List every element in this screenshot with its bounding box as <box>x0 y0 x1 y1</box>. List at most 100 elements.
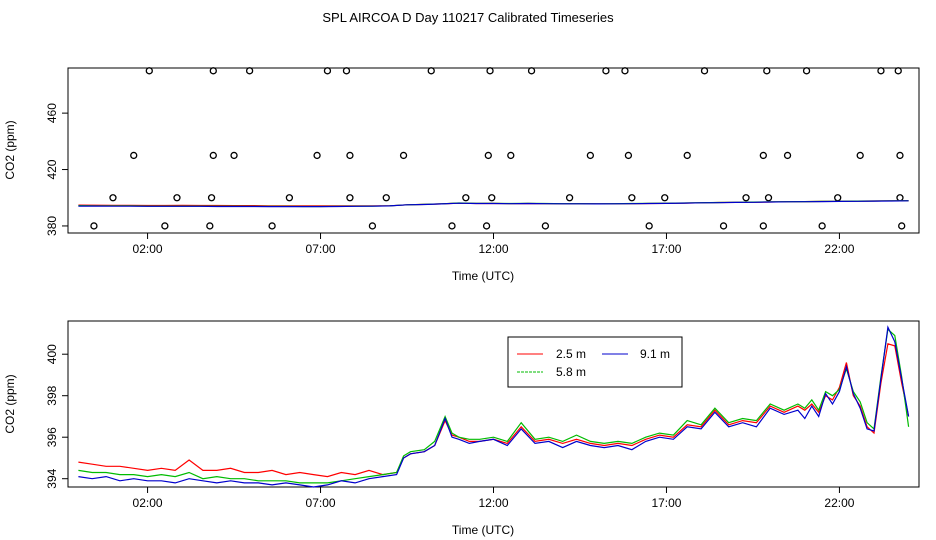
scatter-point <box>245 67 254 75</box>
bottom-panel: 02:00 07:00 12:00 17:00 22:00 394 396 398 400 T… <box>3 320 920 537</box>
scatter-point <box>427 67 435 75</box>
bottom-x-axis-label: Time (UTC) <box>452 523 514 537</box>
scatter-point <box>486 67 494 75</box>
scatter-point <box>285 194 294 202</box>
scatter-point <box>783 151 792 160</box>
scatter-point <box>621 67 629 75</box>
y-tick-label: 394 <box>45 468 59 488</box>
scatter-point <box>683 151 691 160</box>
scatter-point <box>628 194 636 202</box>
scatter-point <box>507 151 515 160</box>
top-panel: 02:00 07:00 12:00 17:00 22:00 380 420 460 Time… <box>3 67 920 283</box>
scatter-point <box>399 151 408 160</box>
x-tick-label: 02:00 <box>133 242 163 256</box>
scatter-point <box>230 151 238 160</box>
legend-label-9-1m: 9.1 m <box>640 347 670 361</box>
figure-title: SPL AIRCOA D Day 110217 Calibrated Times… <box>322 10 614 25</box>
scatter-point <box>313 151 321 160</box>
top-y-axis-label: CO2 (ppm) <box>3 120 17 179</box>
scatter-point <box>346 194 354 202</box>
scatter-point <box>894 67 902 75</box>
scatter-point <box>462 194 470 202</box>
scatter-point <box>764 194 773 202</box>
scatter-point <box>896 194 904 202</box>
top-series-lines <box>78 200 909 208</box>
y-tick-label: 400 <box>45 344 59 364</box>
scatter-point <box>268 222 276 230</box>
bottom-y-axis: 394 396 398 400 <box>45 344 68 489</box>
scatter-point <box>382 194 390 202</box>
scatter-point <box>161 222 169 230</box>
scatter-point <box>818 222 826 230</box>
y-tick-label: 398 <box>45 385 59 405</box>
scatter-point <box>586 151 595 160</box>
legend-box <box>507 336 683 388</box>
y-tick-label: 420 <box>45 159 59 179</box>
x-tick-label: 22:00 <box>824 242 854 256</box>
top-x-axis: 02:00 07:00 12:00 17:00 22:00 <box>133 233 855 256</box>
scatter-point <box>342 67 351 75</box>
scatter-point <box>109 194 117 202</box>
scatter-point <box>484 151 492 160</box>
x-tick-label: 17:00 <box>651 496 681 510</box>
scatter-point <box>527 67 536 75</box>
x-tick-label: 12:00 <box>478 242 508 256</box>
bottom-x-axis: 02:00 07:00 12:00 17:00 22:00 <box>133 487 855 510</box>
scatter-point <box>209 67 217 75</box>
x-tick-label: 12:00 <box>478 496 508 510</box>
bottom-y-axis-label: CO2 (ppm) <box>3 374 17 433</box>
scatter-point <box>700 67 709 75</box>
top-y-axis: 380 420 460 <box>45 103 68 236</box>
scatter-point <box>565 194 574 202</box>
scatter-point <box>719 222 728 230</box>
x-tick-label: 02:00 <box>133 496 163 510</box>
scatter-point <box>488 194 496 202</box>
scatter-point <box>206 222 214 230</box>
top-scatter-points <box>90 67 906 230</box>
scatter-point <box>541 222 550 230</box>
scatter-point <box>624 151 633 160</box>
scatter-point <box>896 151 904 160</box>
bottom-series-lines <box>78 325 910 488</box>
bottom-plot-frame <box>67 320 920 488</box>
scatter-point <box>877 67 885 75</box>
series-line-9-1-m <box>78 200 909 208</box>
x-tick-label: 07:00 <box>306 496 336 510</box>
scatter-point <box>90 222 98 230</box>
scatter-point <box>661 194 669 202</box>
scatter-point <box>834 194 842 202</box>
scatter-point <box>448 222 456 230</box>
scatter-point <box>482 222 491 230</box>
scatter-point <box>742 194 750 202</box>
top-plot-frame <box>67 67 920 234</box>
scatter-point <box>602 67 610 75</box>
y-tick-label: 460 <box>45 103 59 123</box>
series-line-5-8-m <box>78 328 910 484</box>
y-tick-label: 380 <box>45 216 59 236</box>
x-tick-label: 07:00 <box>306 242 336 256</box>
scatter-point <box>209 151 217 160</box>
scatter-point <box>173 194 181 202</box>
scatter-point <box>145 67 153 75</box>
scatter-point <box>207 194 216 202</box>
legend-label-5-8m: 5.8 m <box>556 365 586 379</box>
scatter-point <box>763 67 771 75</box>
legend: 2.5 m 9.1 m 5.8 m <box>507 336 683 388</box>
scatter-point <box>645 222 653 230</box>
y-tick-label: 396 <box>45 427 59 447</box>
scatter-point <box>802 67 811 75</box>
legend-label-2-5m: 2.5 m <box>556 347 586 361</box>
scatter-point <box>759 151 767 160</box>
scatter-point <box>346 151 354 160</box>
scatter-point <box>759 222 767 230</box>
scatter-point <box>898 222 906 230</box>
x-tick-label: 22:00 <box>824 496 854 510</box>
scatter-point <box>323 67 332 75</box>
top-x-axis-label: Time (UTC) <box>452 269 514 283</box>
scatter-point <box>130 151 138 160</box>
scatter-point <box>856 151 864 160</box>
series-line-9-1-m <box>78 325 910 488</box>
x-tick-label: 17:00 <box>651 242 681 256</box>
scatter-point <box>368 222 377 230</box>
